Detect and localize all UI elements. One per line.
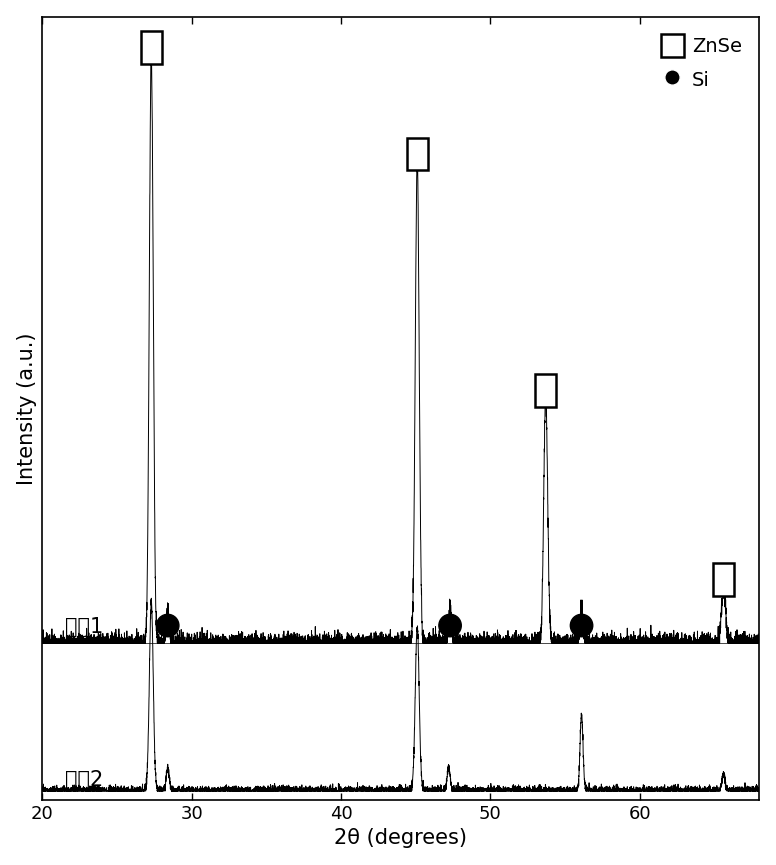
Bar — [713, 563, 734, 596]
Legend: ZnSe, Si: ZnSe, Si — [653, 27, 750, 99]
X-axis label: 2θ (degrees): 2θ (degrees) — [334, 829, 467, 849]
Ellipse shape — [570, 614, 593, 637]
Bar — [535, 375, 556, 407]
Bar — [140, 31, 161, 64]
Bar — [407, 138, 428, 170]
Text: 实例1: 实例1 — [64, 617, 103, 637]
Y-axis label: Intensity (a.u.): Intensity (a.u.) — [16, 332, 36, 484]
Ellipse shape — [439, 614, 461, 637]
Ellipse shape — [157, 614, 179, 637]
Text: 实例2: 实例2 — [64, 771, 103, 791]
